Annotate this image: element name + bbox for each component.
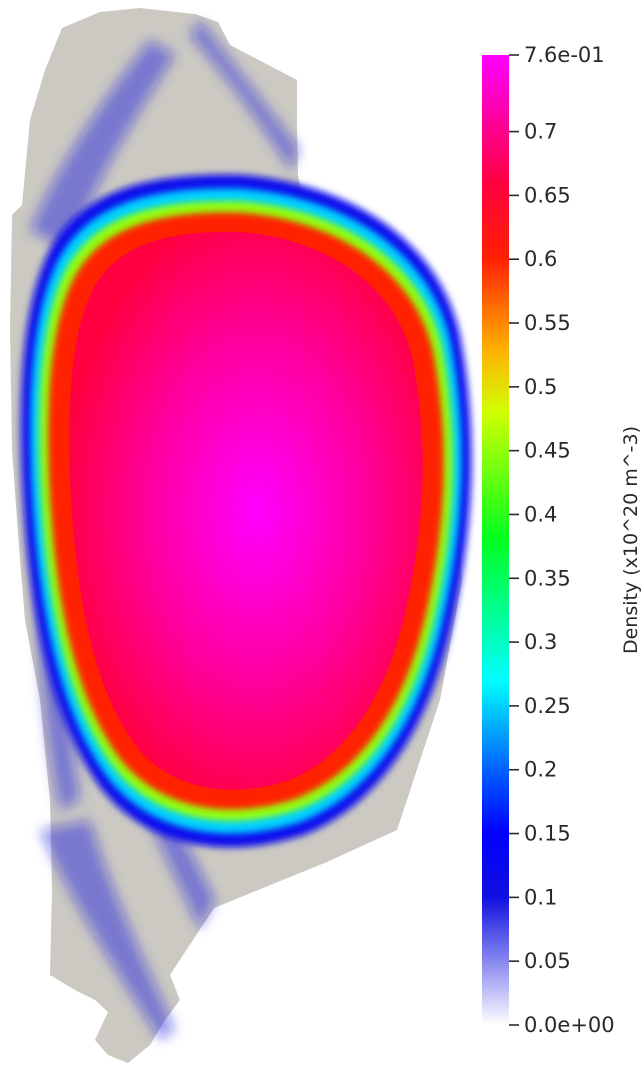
colorbar-tick-label: 0.05 xyxy=(524,949,571,973)
colorbar-tick-label: 0.4 xyxy=(524,502,557,526)
scrape-off-plume xyxy=(30,40,175,250)
colorbar-ticks: 7.6e-01 0.7 0.65 0.6 0.55 0.5 0.45 0.4 0.35 0.3 0.… xyxy=(509,43,615,1037)
colorbar-tick-label: 0.1 xyxy=(524,885,557,909)
colorbar-tick-label: 0.15 xyxy=(524,822,571,846)
colorbar-title: Density (x10^20 m^-3) xyxy=(620,426,642,654)
colorbar-tick-label: 0.45 xyxy=(524,439,571,463)
colorbar-tick-label: 0.55 xyxy=(524,311,571,335)
colorbar-tick-label: 0.0e+00 xyxy=(524,1013,615,1037)
scrape-off-plume xyxy=(190,20,300,170)
colorbar-tick-label: 0.2 xyxy=(524,758,557,782)
colorbar-tick-label: 0.35 xyxy=(524,566,571,590)
colorbar-tick-label: 0.6 xyxy=(524,247,557,271)
plasma-core xyxy=(69,231,423,790)
scrape-off-plume xyxy=(40,820,175,1040)
colorbar-tick-label: 0.7 xyxy=(524,120,557,144)
colorbar-tick-label: 0.65 xyxy=(524,183,571,207)
colorbar xyxy=(482,55,509,1025)
colorbar-tick-label: 0.25 xyxy=(524,694,571,718)
colorbar-tick-label: 0.3 xyxy=(524,630,557,654)
colorbar-tick-label: 7.6e-01 xyxy=(524,43,605,67)
colorbar-tick-label: 0.5 xyxy=(524,375,557,399)
